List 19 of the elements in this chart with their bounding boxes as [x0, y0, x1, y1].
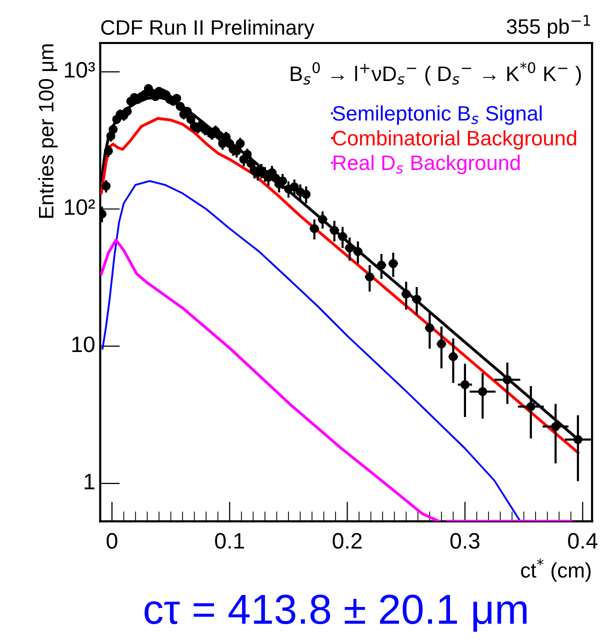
x-tick-label: 0.4 — [568, 533, 598, 549]
legend-label: Semileptonic B$_{s}$ Signal — [332, 105, 542, 125]
x-tick-label: 0.2 — [332, 533, 362, 549]
x-axis-title: ct$^{*}$ (cm) — [521, 558, 591, 582]
text: B$_{s}$$^{0}$ → l$^{+}$νD$_{s}$$^{−}$ ( D$_{s}$$^{−}$ → K$^{*0}$ K$^{−}$ ) — [290, 62, 581, 86]
y-axis-title: Entries per 100 μm — [38, 44, 58, 218]
y-tick-label: 10 — [72, 336, 94, 352]
legend-label: Combinatorial Background — [333, 130, 576, 150]
x-tick-label: 0.3 — [450, 533, 480, 549]
x-tick-label: 0 — [106, 533, 118, 549]
chart-title: CDF Run II Preliminary — [101, 20, 314, 40]
y-tick-label: 10² — [64, 199, 95, 215]
y-tick-label: 10³ — [64, 62, 95, 78]
legend-label: Real D$_{s}$ Background — [334, 154, 520, 174]
text: 355 pb$^{−1}$ — [506, 15, 590, 38]
text: cτ = 413.8 ± 20.1 μm — [144, 594, 527, 632]
y-tick-label: 1 — [84, 474, 94, 490]
line-series — [102, 180, 522, 522]
x-tick-label: 0.1 — [215, 533, 244, 549]
